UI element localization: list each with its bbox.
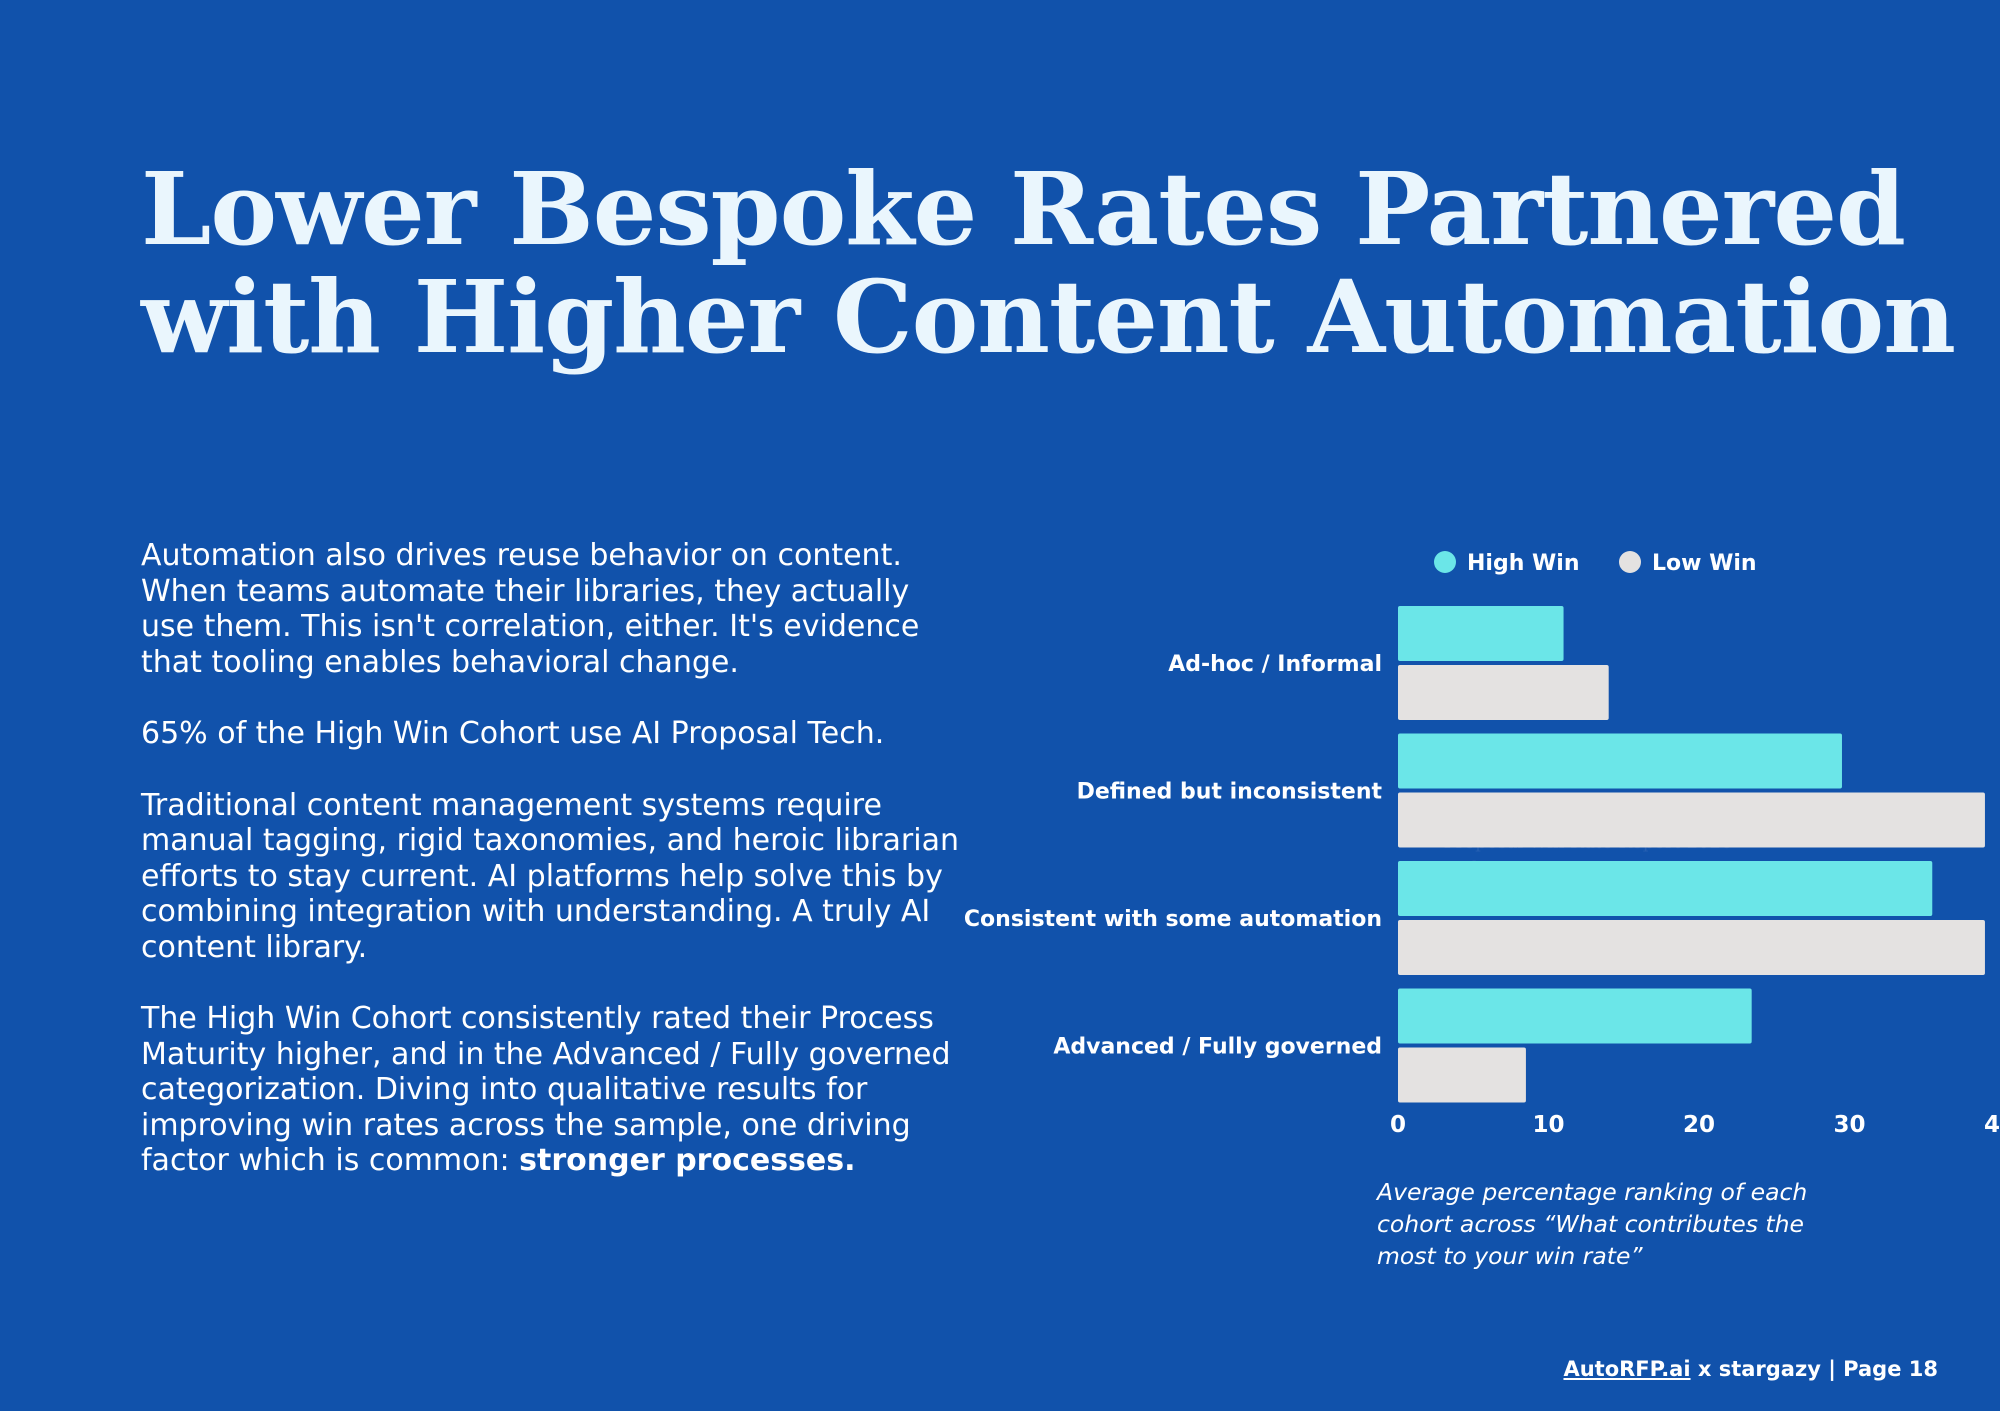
legend-swatch-high-win — [1434, 551, 1456, 573]
category-label-consistent-with-some-automation: Consistent with some automation — [964, 907, 1382, 932]
bar-low-win-defined-but-inconsistent — [1398, 792, 1985, 848]
bar-high-win-consistent-with-some-automation — [1398, 861, 1933, 916]
page-footer: AutoRFP.ai x stargazy | Page 18 — [1563, 1357, 1938, 1381]
bar-high-win-defined-but-inconsistent — [1398, 733, 1842, 789]
x-tick-label: 10 — [1532, 1112, 1564, 1138]
bar-high-win-ad-hoc-informal — [1398, 606, 1564, 661]
body-text: Automation also drives reuse behavior on… — [141, 538, 961, 1215]
category-label-ad-hoc-informal: Ad-hoc / Informal — [1168, 652, 1382, 677]
x-tick-label: 40 — [1984, 1112, 2000, 1138]
x-tick-label: 20 — [1683, 1112, 1715, 1138]
paragraph-process-maturity: The High Win Cohort consistently rated t… — [141, 1001, 961, 1179]
footer-brand-link[interactable]: AutoRFP.ai — [1563, 1357, 1691, 1381]
footer-page-info: x stargazy | Page 18 — [1690, 1357, 1938, 1381]
bar-chart-svg: Proposal Win Rate Report 2026by AutoRFP.… — [964, 551, 2000, 1138]
bar-low-win-advanced-fully-governed — [1398, 1047, 1526, 1103]
legend-label-high-win: High Win — [1467, 551, 1580, 576]
paragraph-content-management: Traditional content management systems r… — [141, 787, 959, 965]
paragraph-ai-tech-stat: 65% of the High Win Cohort use AI Propos… — [141, 716, 885, 751]
legend-label-low-win: Low Win — [1652, 551, 1757, 576]
bar-high-win-advanced-fully-governed — [1398, 988, 1752, 1044]
process-maturity-text: The High Win Cohort consistently rated t… — [141, 1001, 951, 1178]
process-maturity-chart: Proposal Win Rate Report 2026by AutoRFP.… — [940, 530, 2000, 1138]
category-label-advanced-fully-governed: Advanced / Fully governed — [1053, 1035, 1382, 1060]
chart-caption: Average percentage ranking of each cohor… — [1377, 1178, 1808, 1270]
legend-swatch-low-win — [1619, 551, 1641, 573]
x-tick-label: 30 — [1833, 1112, 1865, 1138]
category-label-defined-but-inconsistent: Defined but inconsistent — [1077, 780, 1383, 805]
bar-low-win-consistent-with-some-automation — [1398, 920, 1985, 975]
stronger-processes-emphasis: stronger processes. — [519, 1143, 856, 1178]
paragraph-automation-reuse: Automation also drives reuse behavior on… — [141, 538, 920, 680]
bar-low-win-ad-hoc-informal — [1398, 665, 1609, 720]
page-title: Lower Bespoke Rates Partnered with Highe… — [141, 150, 1956, 376]
x-tick-label: 0 — [1390, 1112, 1406, 1138]
